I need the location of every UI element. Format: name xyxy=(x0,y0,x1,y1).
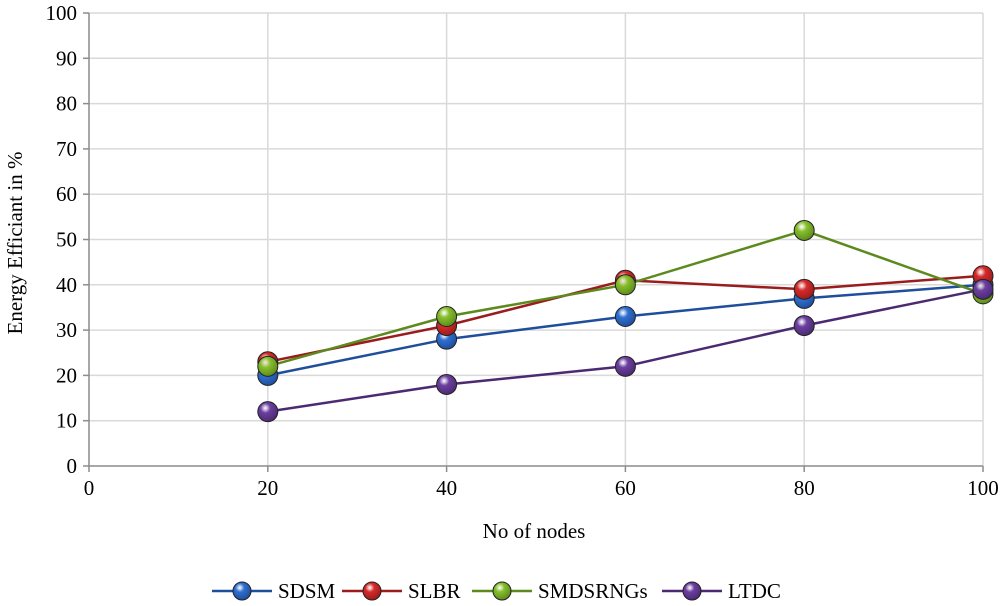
y-tick-label-0: 0 xyxy=(67,454,78,478)
point-ltdc-20 xyxy=(257,401,279,423)
legend-swatch-marker-smdsrngs xyxy=(492,581,512,601)
legend-item-ltdc: LTDC xyxy=(662,579,781,603)
legend-swatch-marker-slbr xyxy=(362,581,382,601)
y-tick-label-10: 100 xyxy=(46,1,78,25)
legend-label-ltdc: LTDC xyxy=(728,579,781,603)
legend-item-sdsm: SDSM xyxy=(212,579,336,603)
y-tick-label-3: 30 xyxy=(56,318,77,342)
point-smdsrngs-40 xyxy=(436,306,458,328)
y-tick-label-4: 40 xyxy=(56,273,77,297)
y-tick-label-9: 90 xyxy=(56,46,77,70)
x-tick-label-3: 60 xyxy=(615,476,636,500)
legend: SDSM SLBR SMDSRNGs LTDC xyxy=(212,579,781,603)
point-smdsrngs-80 xyxy=(793,219,815,241)
y-tick-label-5: 50 xyxy=(56,228,77,252)
point-sdsm-60 xyxy=(614,306,636,328)
point-slbr-80 xyxy=(793,278,815,300)
y-tick-label-8: 80 xyxy=(56,92,77,116)
x-tick-labels: 0 20 40 60 80 100 xyxy=(84,476,999,500)
point-ltdc-40 xyxy=(436,373,458,395)
y-tick-label-1: 10 xyxy=(56,409,77,433)
point-ltdc-100 xyxy=(972,278,994,300)
y-tick-label-6: 60 xyxy=(56,182,77,206)
legend-label-slbr: SLBR xyxy=(408,579,461,603)
legend-item-slbr: SLBR xyxy=(342,579,461,603)
point-ltdc-80 xyxy=(793,315,815,337)
legend-swatch-marker-sdsm xyxy=(232,581,252,601)
grid-lines xyxy=(89,12,984,466)
x-tick-label-1: 20 xyxy=(257,476,278,500)
x-tick-label-5: 100 xyxy=(967,476,999,500)
x-tick-label-0: 0 xyxy=(84,476,95,500)
y-tick-label-2: 20 xyxy=(56,363,77,387)
point-smdsrngs-60 xyxy=(614,274,636,296)
x-axis-label: No of nodes xyxy=(483,519,586,543)
point-smdsrngs-20 xyxy=(257,355,279,377)
legend-label-smdsrngs: SMDSRNGs xyxy=(538,579,648,603)
axes xyxy=(83,12,984,472)
x-tick-label-2: 40 xyxy=(436,476,457,500)
y-tick-labels: 0 10 20 30 40 50 60 70 80 90 100 xyxy=(46,1,78,478)
legend-label-sdsm: SDSM xyxy=(278,579,336,603)
series-markers xyxy=(257,219,994,423)
point-ltdc-60 xyxy=(614,355,636,377)
x-tick-label-4: 80 xyxy=(794,476,815,500)
legend-item-smdsrngs: SMDSRNGs xyxy=(472,579,648,603)
legend-swatch-marker-ltdc xyxy=(682,581,702,601)
y-axis-label: Energy Efficiant in % xyxy=(3,152,27,335)
y-tick-label-7: 70 xyxy=(56,137,77,161)
